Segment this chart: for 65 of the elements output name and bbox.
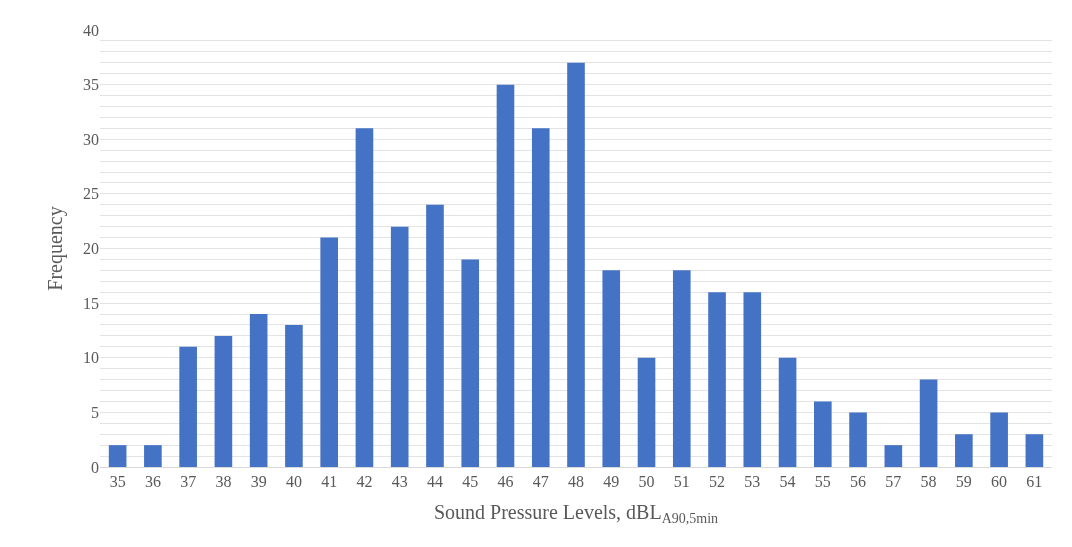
y-axis-title: Frequency xyxy=(43,206,67,291)
x-tick-label: 40 xyxy=(285,473,302,491)
bar xyxy=(285,324,303,467)
bar xyxy=(637,357,656,467)
bar xyxy=(179,346,197,467)
x-tick-label: 38 xyxy=(215,473,232,491)
bar xyxy=(778,357,797,467)
bar xyxy=(461,259,480,467)
y-tick-label: 30 xyxy=(83,130,99,148)
y-tick-label: 20 xyxy=(83,240,99,258)
x-tick-label: 44 xyxy=(426,473,443,491)
x-tick-label: 53 xyxy=(744,473,761,491)
bar xyxy=(849,412,867,467)
bar xyxy=(814,401,832,467)
y-tick-label: 40 xyxy=(83,21,99,39)
y-tick-label: 5 xyxy=(91,403,99,421)
y-tick-label: 25 xyxy=(83,185,99,203)
bar xyxy=(955,434,973,467)
x-tick-label: 37 xyxy=(180,473,197,491)
bar xyxy=(496,84,515,467)
bar xyxy=(919,379,938,467)
x-tick-label: 50 xyxy=(638,473,655,491)
x-tick-label: 60 xyxy=(991,473,1008,491)
bar xyxy=(214,335,233,467)
x-tick-label: 59 xyxy=(955,473,972,491)
bar xyxy=(390,226,409,467)
x-tick-label: 58 xyxy=(920,473,937,491)
bar xyxy=(743,292,762,467)
bar xyxy=(355,128,374,467)
x-tick-label: 56 xyxy=(850,473,867,491)
bar xyxy=(567,62,585,467)
bar xyxy=(320,237,338,467)
bar xyxy=(144,445,162,467)
x-tick-label: 46 xyxy=(497,473,514,491)
bar xyxy=(1025,434,1044,467)
bar xyxy=(990,412,1008,467)
y-tick-label: 0 xyxy=(91,458,99,476)
x-tick-label: 47 xyxy=(532,473,549,491)
bar xyxy=(884,445,903,467)
x-tick-label: 41 xyxy=(321,473,338,491)
x-tick-label: 57 xyxy=(885,473,902,491)
y-tick-label: 10 xyxy=(83,349,99,367)
bar xyxy=(249,314,268,467)
x-tick-label: 52 xyxy=(709,473,726,491)
x-tick-label: 39 xyxy=(250,473,267,491)
x-tick-label: 49 xyxy=(603,473,620,491)
x-tick-label: 54 xyxy=(779,473,796,491)
x-tick-label: 35 xyxy=(109,473,126,491)
bar xyxy=(602,270,621,467)
bar xyxy=(426,204,444,467)
x-tick-label: 55 xyxy=(814,473,831,491)
x-tick-label: 61 xyxy=(1026,473,1043,491)
bar xyxy=(672,270,691,467)
x-tick-label: 36 xyxy=(144,473,161,491)
x-tick-label: 48 xyxy=(568,473,584,491)
y-tick-label: 15 xyxy=(83,294,99,312)
x-tick-label: 42 xyxy=(356,473,373,491)
bar xyxy=(708,292,726,467)
x-axis-title: Sound Pressure Levels, dBL$_{A90,5min}$ xyxy=(433,500,719,526)
y-tick-label: 35 xyxy=(83,76,99,94)
bar xyxy=(531,128,550,467)
bar xyxy=(108,445,127,467)
x-tick-label: 51 xyxy=(673,473,690,491)
x-tick-label: 43 xyxy=(391,473,408,491)
x-tick-label: 45 xyxy=(462,473,479,491)
